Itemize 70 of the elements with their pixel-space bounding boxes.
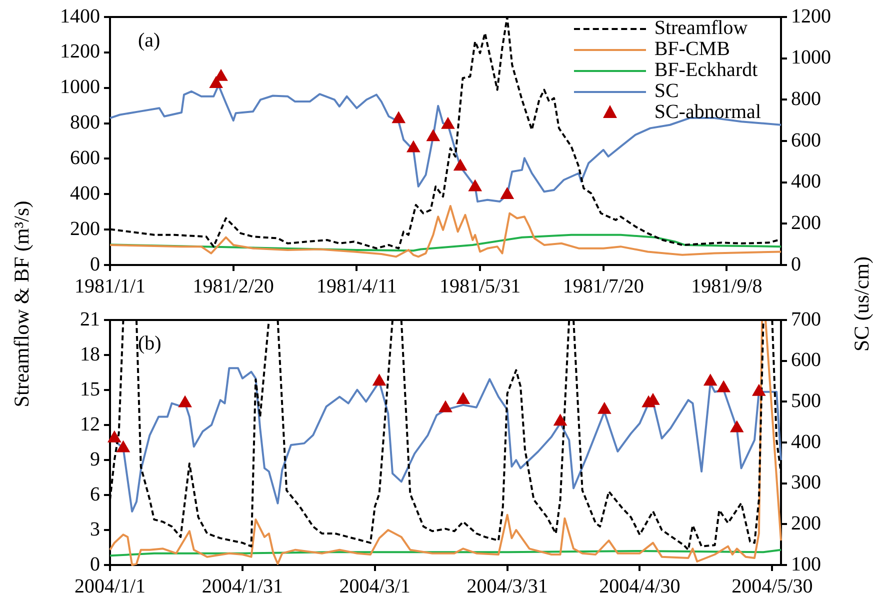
x-tick-label: 2004/3/1 (339, 575, 410, 598)
legend-label: BF-CMB (654, 38, 730, 60)
y2-tick-label: 200 (791, 212, 821, 234)
y2-tick-label: 100 (791, 553, 821, 576)
point (704, 374, 717, 386)
y2-tick-label: 400 (791, 430, 821, 453)
y-tick-label: 6 (90, 483, 100, 506)
y-axis-title: Streamflow & BF (m³/s) (10, 200, 34, 408)
point (116, 440, 130, 452)
x-tick-label: 1981/9/8 (691, 275, 762, 298)
legend-label: SC (654, 80, 679, 102)
y2-tick-label: 800 (791, 88, 821, 110)
point (406, 140, 420, 152)
y2-tick-label: 600 (791, 349, 821, 372)
point (598, 402, 611, 414)
point (468, 180, 482, 192)
x-tick-label: 1981/2/20 (192, 275, 274, 298)
y2-tick-label: 0 (791, 253, 801, 276)
x-tick-label: 1981/1/1 (74, 275, 146, 298)
y-tick-label: 0 (90, 553, 100, 576)
y2-tick-label: 1000 (791, 46, 831, 69)
point (426, 130, 440, 142)
annotation: (b) (138, 332, 162, 354)
annotation: (a) (138, 29, 160, 52)
point (372, 374, 386, 386)
x-tick-label: 2004/5/30 (732, 575, 813, 598)
x-tick-label: 2004/1/31 (202, 575, 283, 598)
x-tick-label: 1981/7/20 (562, 275, 644, 298)
x-tick-label: 2004/3/31 (466, 575, 548, 598)
y-tick-label: 18 (80, 343, 100, 366)
legend-label: Streamflow (654, 17, 748, 39)
point (730, 420, 744, 432)
x-tick-label: 1981/5/31 (439, 275, 521, 298)
point (441, 117, 455, 129)
legend-label: SC-abnormal (654, 101, 761, 123)
y2-tick-label: 500 (791, 390, 821, 412)
y2-tick-label: 300 (791, 472, 821, 494)
y2-tick-label: 600 (791, 129, 821, 152)
point (500, 187, 514, 199)
point (178, 396, 192, 408)
legend-label: BF-Eckhardt (654, 59, 758, 81)
point (456, 392, 470, 404)
y-tick-label: 200 (70, 218, 100, 240)
y-tick-label: 21 (80, 308, 100, 330)
point (454, 159, 467, 171)
y2-tick-label: 1200 (791, 5, 831, 28)
y-tick-label: 600 (70, 146, 100, 169)
point (717, 380, 730, 392)
y-tick-label: 15 (80, 378, 100, 400)
point (108, 430, 121, 442)
y-tick-label: 0 (90, 253, 100, 276)
y-tick-label: 1400 (60, 5, 100, 28)
y2-axis-title: SC (us/cm) (850, 256, 874, 352)
x-tick-label: 1981/4/11 (316, 275, 397, 298)
point (554, 414, 567, 426)
point (752, 384, 766, 396)
y2-tick-label: 200 (791, 512, 821, 534)
y-tick-label: 1000 (60, 76, 100, 98)
y-tick-label: 12 (80, 413, 100, 436)
x-tick-label: 2004/4/30 (599, 575, 680, 598)
y2-tick-label: 700 (791, 308, 821, 330)
y-tick-label: 1200 (60, 40, 100, 63)
y2-tick-label: 400 (791, 170, 821, 193)
y-tick-label: 800 (70, 112, 100, 134)
y-tick-label: 3 (90, 518, 100, 540)
point (438, 400, 452, 412)
y-tick-label: 400 (70, 182, 100, 204)
point (392, 112, 406, 124)
y-tick-label: 9 (90, 448, 100, 470)
x-tick-label: 2004/1/1 (74, 575, 146, 598)
